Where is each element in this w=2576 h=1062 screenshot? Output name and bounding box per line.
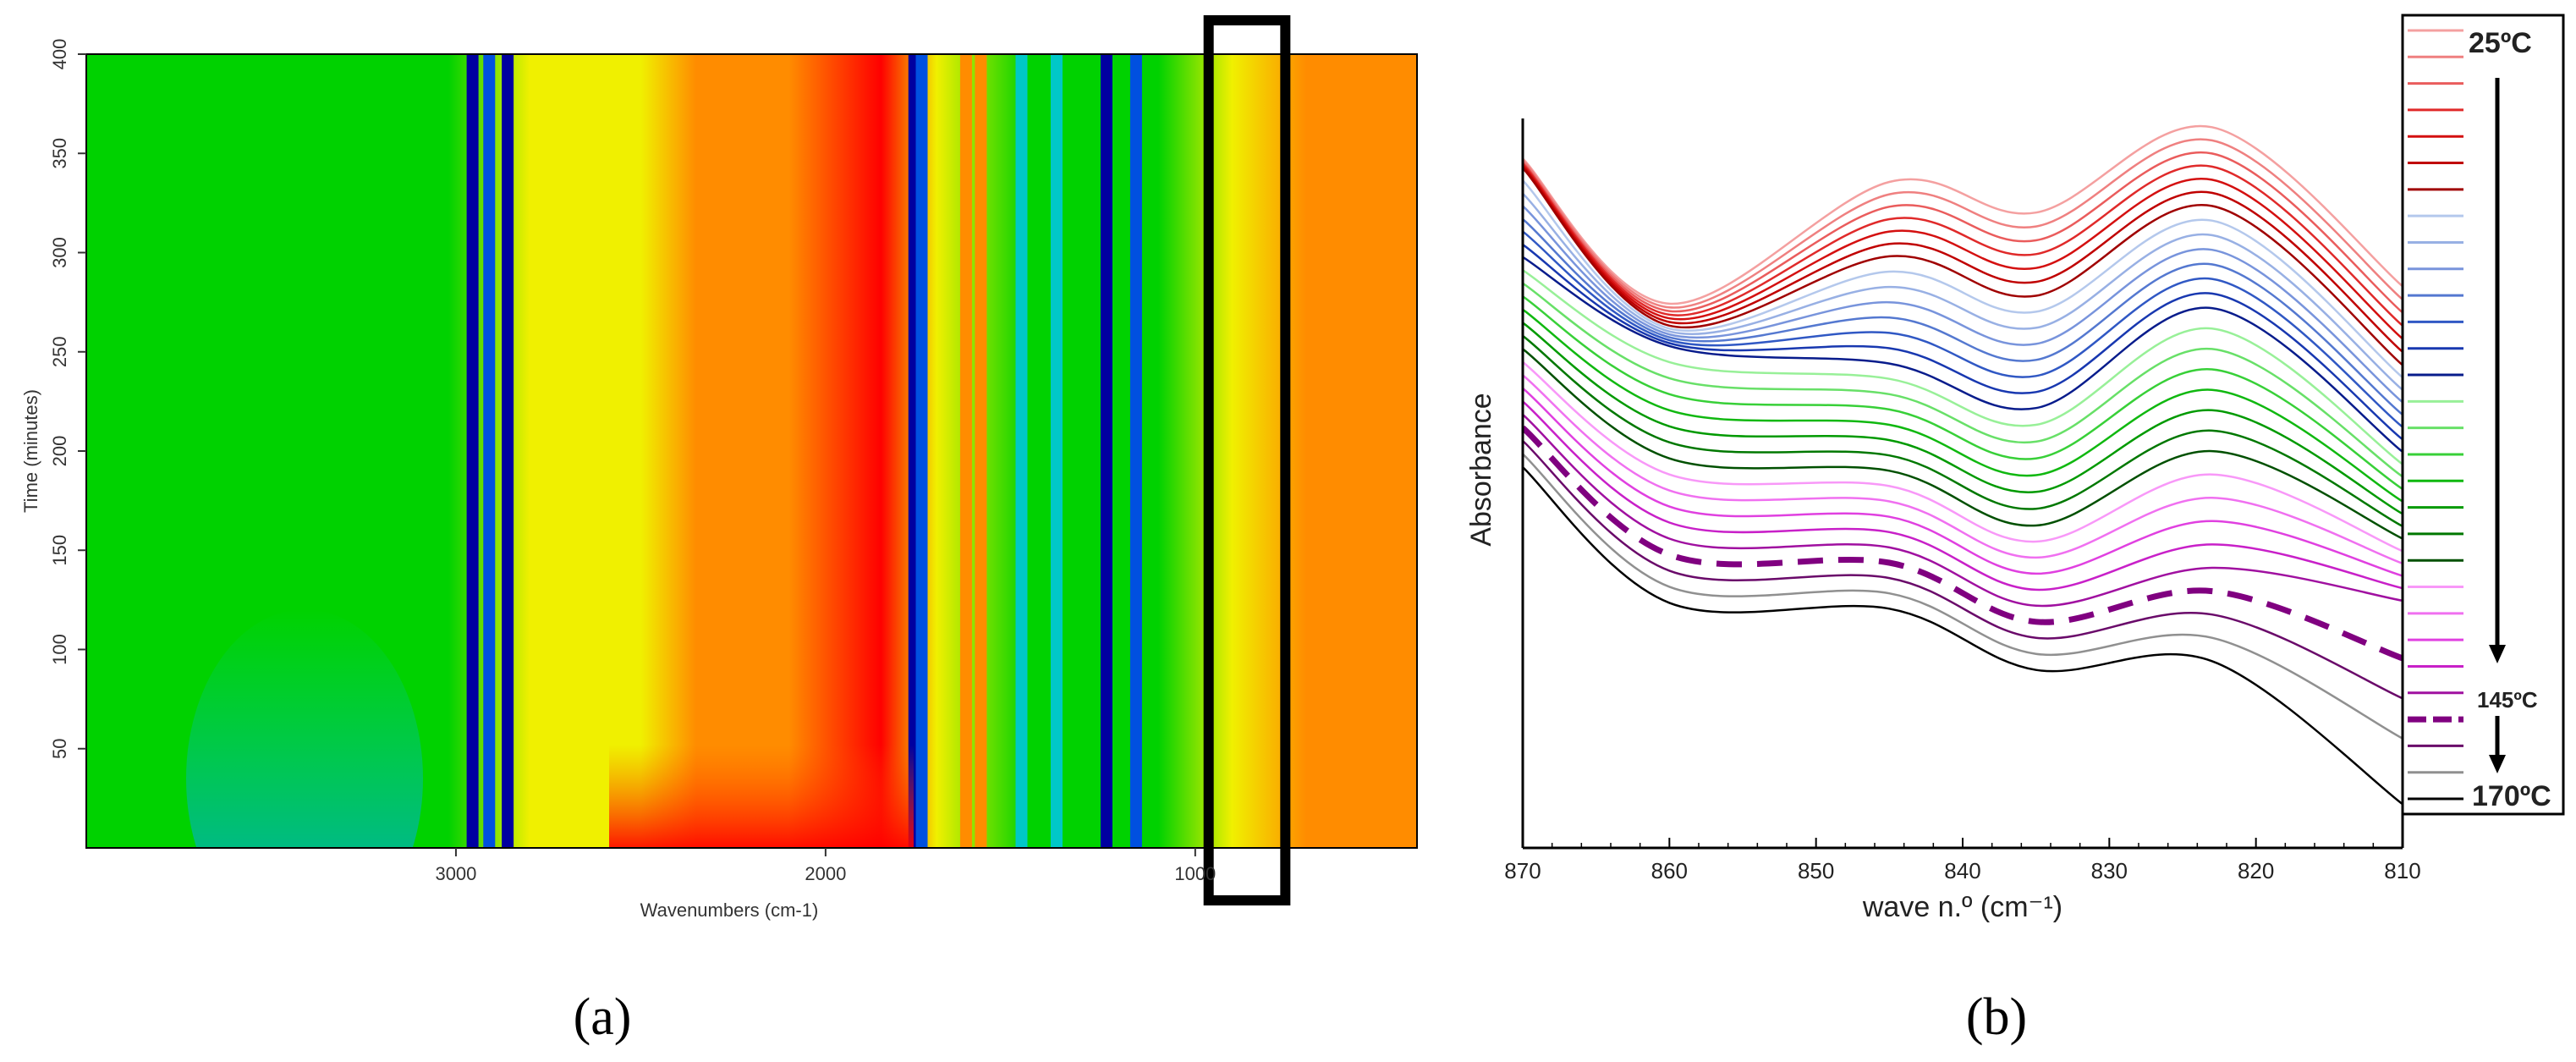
- heatmap-x-tick-label: 1000: [1174, 863, 1216, 884]
- heatmap-band: [959, 54, 972, 848]
- spectrum-line: [1523, 360, 2403, 553]
- spectrum-line: [1523, 414, 2403, 608]
- spectrum-line: [1523, 192, 2403, 391]
- heatmap-band: [1015, 54, 1028, 848]
- heatmap-band: [483, 54, 496, 848]
- heatmap-ylabel: Time (minutes): [20, 389, 41, 513]
- spectrum-line: [1523, 334, 2403, 528]
- spectrum-line: [1523, 244, 2403, 441]
- legend-arrow-head-1: [2489, 645, 2506, 663]
- heatmap-y-tick-label: 300: [49, 237, 70, 268]
- spectrum-line: [1523, 167, 2403, 366]
- spectrum-line: [1523, 400, 2403, 592]
- heatmap-lowtime-blue-region: [186, 609, 423, 848]
- highlight-box: [1203, 15, 1291, 905]
- legend-label-145c: 145ºC: [2477, 687, 2538, 713]
- spectrum-line: [1523, 387, 2403, 577]
- spectrum-line: [1523, 348, 2403, 540]
- heatmap-band: [502, 54, 514, 848]
- heatmap-band: [1100, 54, 1112, 848]
- heatmap-x-tick-label: 2000: [805, 863, 846, 884]
- spectra-x-tick-label: 860: [1651, 858, 1688, 883]
- spectrum-line: [1523, 269, 2403, 465]
- spectra-ylabel: Absorbance: [1465, 393, 1497, 546]
- spectrum-line: [1523, 179, 2403, 378]
- heatmap-y-tick-label: 50: [49, 739, 70, 759]
- spectrum-line: [1523, 162, 2403, 327]
- heatmap-band: [1129, 54, 1142, 848]
- panel-b-label: (b): [1966, 988, 2027, 1046]
- heatmap-lowtime-red-region: [609, 745, 914, 848]
- legend-arrow-head-2: [2489, 755, 2506, 773]
- spectrum-line: [1523, 282, 2403, 478]
- heatmap-xlabel: Wavenumbers (cm-1): [640, 900, 819, 921]
- heatmap-band: [466, 54, 479, 848]
- spectra-panel: 870 860 850 840 830 820 810 wave n.º (cm⁻¹) Ab…: [1465, 14, 2565, 1046]
- spectrum-line: [1523, 256, 2403, 453]
- temperature-legend: 25ºC 145ºC 170ºC: [2401, 14, 2565, 816]
- spectrum-line: [1523, 308, 2403, 503]
- spectrum-line: [1523, 322, 2403, 515]
- spectrum-line: [1523, 151, 2403, 314]
- heatmap-panel: 3000 2000 1000 400 350 300 250 200 150 100 50 Wave…: [20, 15, 1418, 1046]
- heatmap-band: [1050, 54, 1063, 848]
- heatmap-y-tick-label: 250: [49, 336, 70, 367]
- legend-label-170c: 170ºC: [2472, 780, 2551, 812]
- spectra-xlabel: wave n.º (cm⁻¹): [1862, 891, 2062, 923]
- heatmap-y-tick-label: 350: [49, 138, 70, 169]
- heatmap-y-tick-label: 400: [49, 39, 70, 70]
- spectra-x-tick-label: 810: [2384, 858, 2420, 883]
- spectrum-line: [1523, 138, 2403, 309]
- spectrum-line: [1523, 425, 2403, 662]
- spectra-x-tick-label: 850: [1798, 858, 1834, 883]
- spectrum-line: [1523, 205, 2403, 404]
- heatmap-y-tick-label: 100: [49, 634, 70, 665]
- spectrum-line: [1523, 453, 2403, 740]
- heatmap-x-tick-label: 3000: [435, 863, 476, 884]
- panel-a-label: (a): [574, 988, 632, 1046]
- spectrum-line: [1523, 164, 2403, 340]
- spectrum-line: [1523, 440, 2403, 700]
- spectrum-line: [1523, 124, 2403, 305]
- spectrum-line: [1523, 374, 2403, 564]
- heatmap-y-tick-label: 200: [49, 436, 70, 467]
- spectra-x-tick-label: 870: [1504, 858, 1541, 883]
- spectra-x-tick-label: 830: [2091, 858, 2128, 883]
- spectrum-line: [1523, 466, 2403, 806]
- spectra-x-tick-label: 820: [2238, 858, 2274, 883]
- legend-label-25c: 25ºC: [2469, 27, 2532, 59]
- spectrum-line: [1523, 218, 2403, 415]
- spectrum-line: [1523, 230, 2403, 428]
- spectrum-line: [1523, 166, 2403, 353]
- spectra-x-tick-label: 840: [1944, 858, 1980, 883]
- heatmap-band: [975, 54, 987, 848]
- spectra-lines: [1523, 124, 2403, 806]
- heatmap-band: [915, 54, 928, 848]
- legend-frame: [2401, 14, 2565, 816]
- heatmap-y-tick-label: 150: [49, 535, 70, 566]
- heatmap-area: [86, 54, 1417, 848]
- spectrum-line: [1523, 295, 2403, 490]
